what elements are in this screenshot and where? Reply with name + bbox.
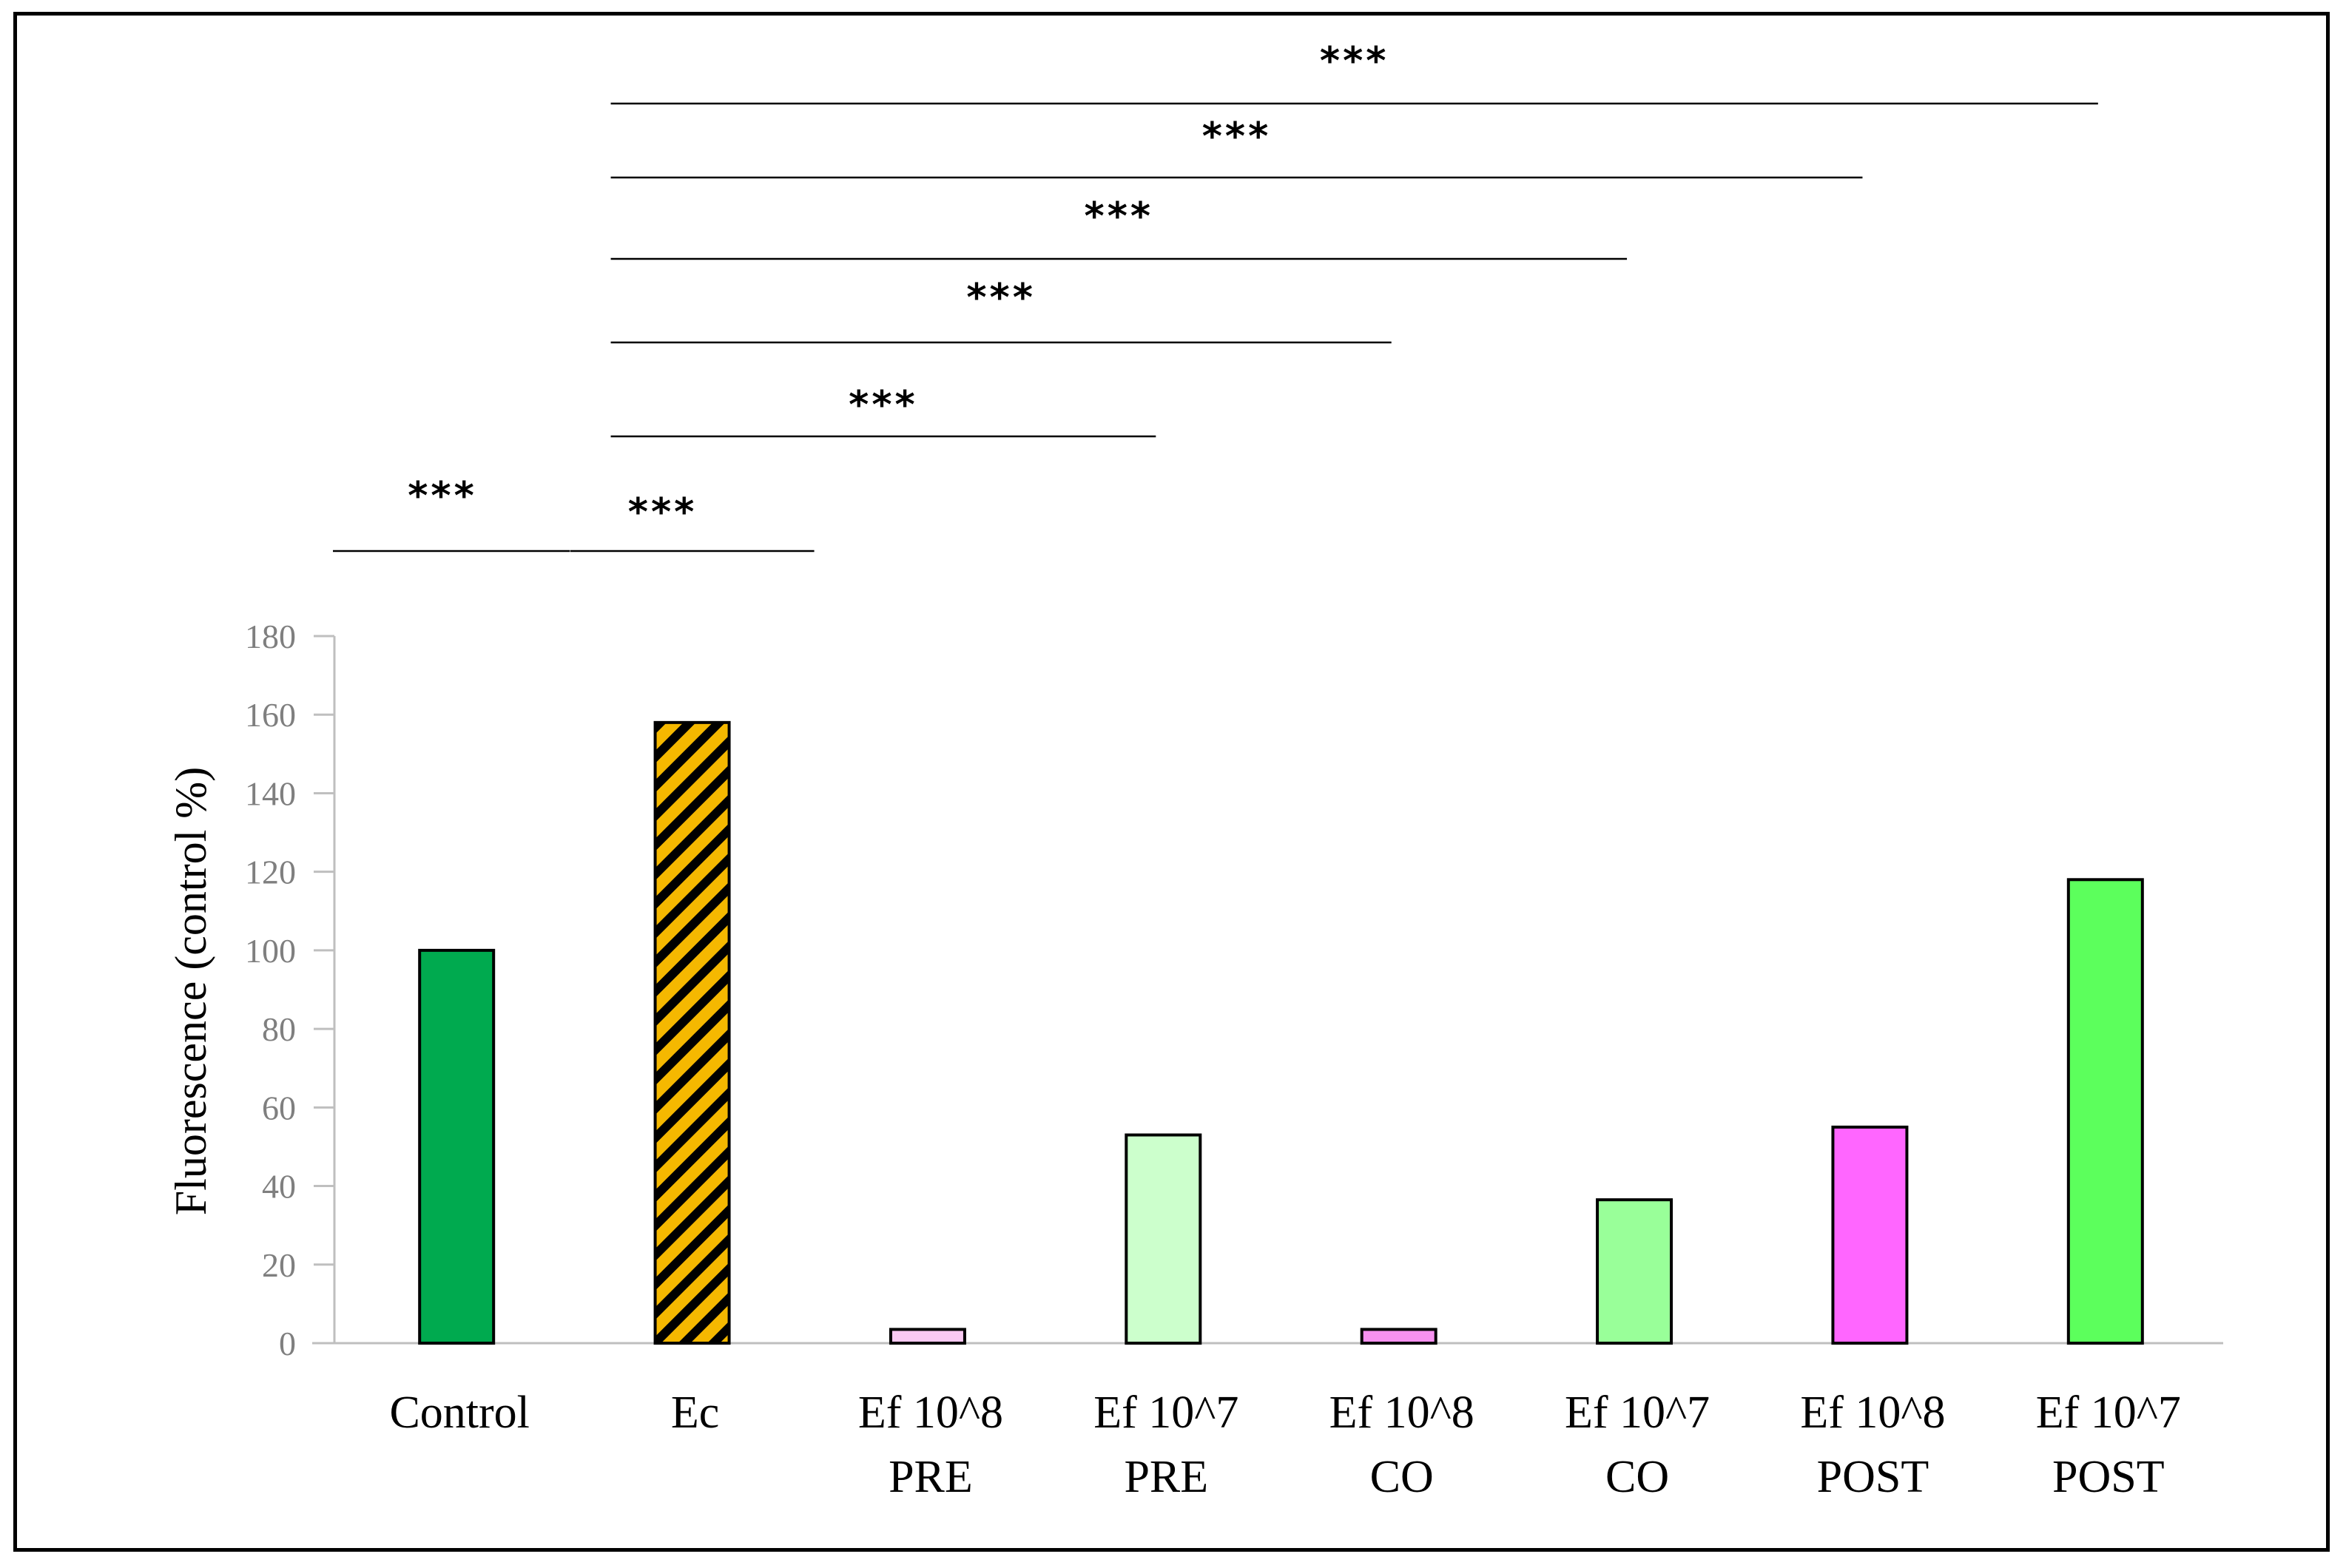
bar: [1360, 1328, 1437, 1345]
bar: [653, 720, 731, 1345]
bar: [1596, 1198, 1673, 1345]
x-tick-label: Ef 10^7: [2036, 1388, 2181, 1438]
significance-label: ***: [966, 276, 1036, 320]
significance-label: ***: [1085, 195, 1154, 239]
y-axis-title: Fluorescence (control %): [166, 767, 215, 1215]
x-tick-label: CO: [1605, 1452, 1669, 1502]
y-tick-label: 40: [262, 1168, 296, 1206]
y-tick-label: 140: [245, 774, 296, 812]
y-tick-label: 120: [245, 854, 296, 891]
significance-label: ***: [849, 383, 918, 428]
bar: [418, 948, 496, 1345]
y-tick-label: 60: [262, 1089, 296, 1126]
significance-label: ***: [628, 490, 698, 535]
y-tick-label: 100: [245, 932, 296, 970]
x-tick-label: PRE: [1124, 1452, 1208, 1502]
x-tick-label: CO: [1370, 1452, 1434, 1502]
bar: [2066, 878, 2144, 1345]
significance-label: ***: [1202, 115, 1272, 159]
y-tick-label: 20: [262, 1246, 296, 1284]
y-tick-label: 0: [279, 1325, 296, 1362]
y-tick-label: 80: [262, 1010, 296, 1048]
x-tick-label: Control: [389, 1388, 529, 1438]
axes: 0 20 40 60 80 100 120 140 160 180: [245, 618, 2223, 1362]
bars: [418, 720, 2144, 1345]
x-tick-label: POST: [2052, 1452, 2165, 1502]
x-tick-label: Ef 10^7: [1093, 1388, 1238, 1438]
y-tick-label: 180: [245, 618, 296, 655]
x-tick-label: PRE: [889, 1452, 973, 1502]
x-tick-label: Ef 10^8: [1329, 1388, 1474, 1438]
y-tick-label: 160: [245, 696, 296, 734]
x-tick-label: Ef 10^8: [1800, 1388, 1945, 1438]
x-tick-label: Ec: [671, 1388, 719, 1438]
x-tick-label: POST: [1817, 1452, 1929, 1502]
significance-label: ***: [408, 474, 477, 518]
bar: [1125, 1133, 1202, 1345]
significance-annotations: *** *** *** *** *** *** ***: [333, 39, 2098, 552]
bar: [889, 1328, 966, 1345]
x-tick-label: Ef 10^7: [1565, 1388, 1710, 1438]
bar: [1831, 1125, 1909, 1345]
significance-label: ***: [1320, 39, 1389, 84]
category-labels: Control Ec Ef 10^8 PRE Ef 10^7 PRE Ef 10^8 CO Ef…: [389, 1388, 2180, 1502]
x-tick-label: Ef 10^8: [858, 1388, 1003, 1438]
